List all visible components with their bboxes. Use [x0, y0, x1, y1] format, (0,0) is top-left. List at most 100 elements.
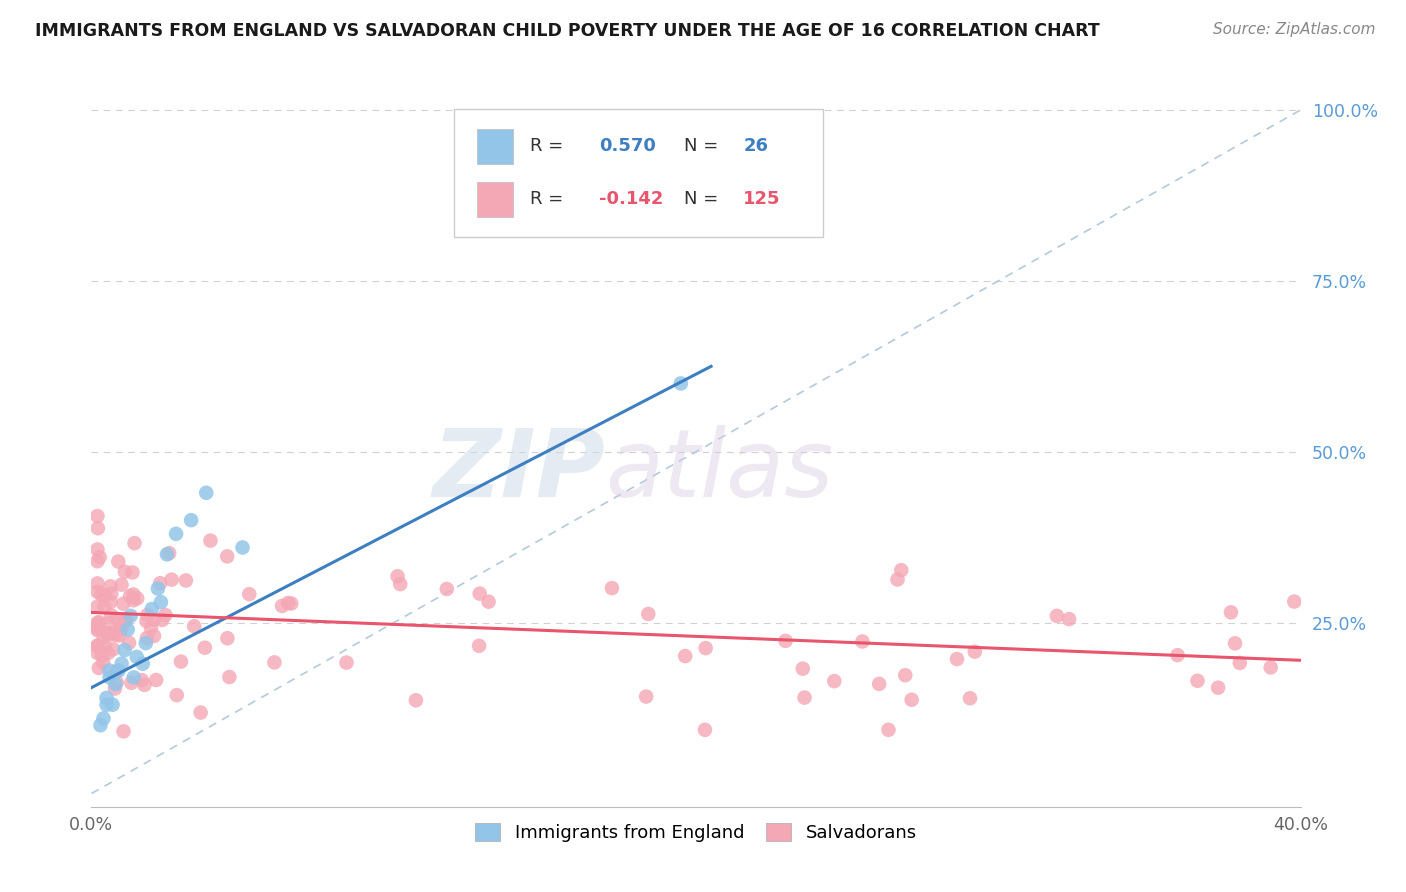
Bar — [477, 128, 513, 164]
Point — [135, 614, 157, 628]
Point — [637, 607, 659, 621]
Text: N =: N = — [683, 190, 724, 209]
Text: 26: 26 — [744, 137, 768, 155]
Point — [150, 613, 173, 627]
Point — [143, 629, 166, 643]
Point — [271, 599, 294, 613]
Point — [86, 615, 108, 630]
Point — [141, 602, 163, 616]
Point — [86, 554, 108, 568]
Point — [131, 673, 153, 687]
Point — [695, 641, 717, 656]
Point — [1057, 612, 1080, 626]
Point — [238, 587, 260, 601]
Point — [108, 621, 131, 635]
Point — [170, 655, 193, 669]
Point — [100, 608, 122, 623]
Text: 125: 125 — [744, 190, 780, 209]
Point — [96, 626, 118, 640]
Point — [793, 690, 815, 705]
Text: Source: ZipAtlas.com: Source: ZipAtlas.com — [1212, 22, 1375, 37]
Point — [90, 587, 112, 601]
Legend: Immigrants from England, Salvadorans: Immigrants from England, Salvadorans — [468, 816, 924, 849]
Point — [335, 656, 357, 670]
Point — [120, 676, 142, 690]
Point — [121, 566, 143, 580]
Point — [105, 675, 128, 690]
Point — [86, 619, 108, 633]
Text: IMMIGRANTS FROM ENGLAND VS SALVADORAN CHILD POVERTY UNDER THE AGE OF 16 CORRELAT: IMMIGRANTS FROM ENGLAND VS SALVADORAN CH… — [35, 22, 1099, 40]
Point — [868, 677, 890, 691]
Point — [86, 576, 108, 591]
Point — [91, 648, 114, 663]
Point — [122, 593, 145, 607]
Point — [86, 646, 108, 660]
Point — [1187, 673, 1209, 688]
Point — [112, 597, 135, 611]
Point — [775, 633, 797, 648]
Point — [132, 657, 155, 671]
FancyBboxPatch shape — [454, 109, 823, 236]
Point — [468, 586, 491, 600]
Point — [387, 569, 409, 583]
Point — [890, 563, 912, 577]
Point — [183, 619, 205, 633]
Point — [217, 632, 239, 646]
Point — [877, 723, 900, 737]
Point — [107, 664, 129, 678]
Point — [693, 723, 716, 737]
Point — [195, 485, 218, 500]
Point — [127, 591, 149, 606]
Text: R =: R = — [530, 190, 569, 209]
Point — [165, 526, 187, 541]
Point — [1260, 660, 1282, 674]
Point — [146, 582, 169, 596]
Point — [959, 691, 981, 706]
Point — [100, 587, 122, 601]
Point — [100, 595, 122, 609]
Point — [180, 513, 202, 527]
Point — [149, 576, 172, 591]
Point — [280, 597, 302, 611]
Point — [946, 652, 969, 666]
Point — [478, 595, 501, 609]
Text: N =: N = — [683, 137, 724, 155]
Point — [145, 673, 167, 687]
Point — [156, 547, 179, 561]
Point — [104, 677, 127, 691]
Point — [122, 587, 145, 601]
Point — [122, 670, 145, 684]
Point — [86, 623, 108, 637]
Point — [101, 642, 124, 657]
Point — [112, 724, 135, 739]
Point — [110, 577, 132, 591]
Point — [115, 612, 138, 626]
Point — [1046, 608, 1069, 623]
Point — [96, 690, 118, 705]
Bar — [477, 182, 513, 217]
Point — [100, 579, 122, 593]
Point — [94, 588, 117, 602]
Text: -0.142: -0.142 — [599, 190, 664, 209]
Point — [93, 711, 115, 725]
Point — [135, 636, 157, 650]
Point — [89, 718, 111, 732]
Point — [263, 656, 285, 670]
Point — [114, 614, 136, 628]
Point — [174, 574, 197, 588]
Point — [86, 599, 108, 614]
Point — [114, 643, 136, 657]
Point — [89, 615, 111, 630]
Point — [135, 631, 157, 645]
Point — [91, 656, 114, 670]
Point — [104, 628, 127, 642]
Point — [114, 565, 136, 579]
Text: 0.570: 0.570 — [599, 137, 657, 155]
Point — [97, 616, 120, 631]
Point — [155, 608, 177, 623]
Point — [963, 645, 986, 659]
Point — [149, 595, 172, 609]
Point — [96, 698, 118, 712]
Point — [673, 648, 696, 663]
Point — [110, 622, 132, 636]
